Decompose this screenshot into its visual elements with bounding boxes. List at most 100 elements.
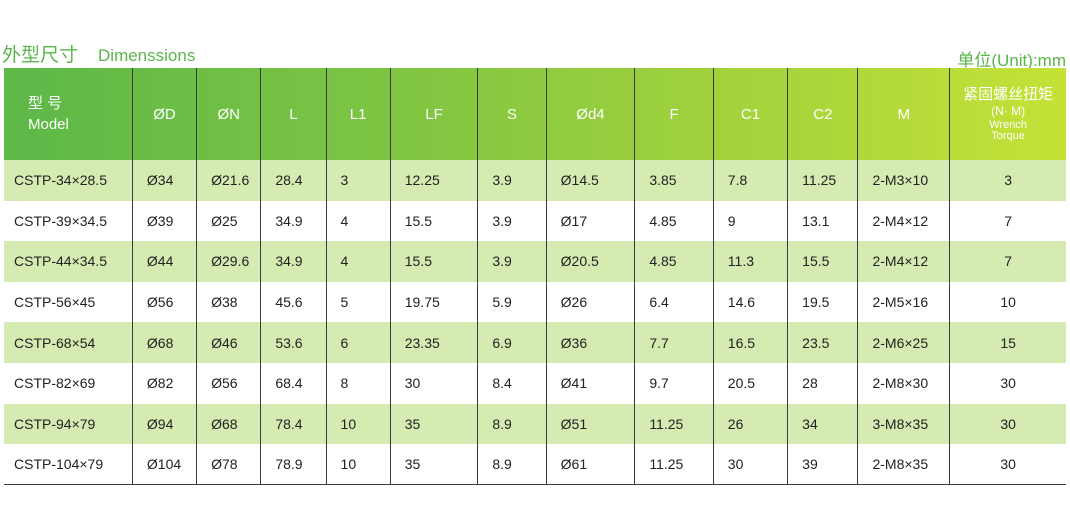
cell-d4: Ø41 [546, 362, 636, 404]
cell-f: 7.7 [634, 322, 714, 363]
header-s: S [477, 68, 547, 160]
cell-lf: 19.75 [390, 281, 479, 323]
cell-s: 8.9 [477, 403, 547, 445]
unit-label: 单位(Unit):mm [957, 51, 1066, 70]
header-c1: C1 [713, 68, 789, 160]
header-model-cn: 型 号 [28, 95, 63, 112]
table-row: CSTP-34×28.5 Ø34 Ø21.6 28.4 3 12.25 3.9 … [4, 160, 1066, 201]
cell-torque: 10 [949, 281, 1066, 323]
cell-d: Ø82 [132, 362, 198, 404]
cell-n: Ø78 [196, 444, 262, 486]
cell-s: 8.4 [477, 362, 547, 404]
cell-l1: 8 [326, 362, 391, 404]
cell-c1: 14.6 [713, 281, 789, 323]
cell-l1: 6 [326, 322, 391, 363]
cell-f: 3.85 [634, 160, 714, 201]
cell-model: CSTP-44×34.5 [4, 241, 133, 282]
table-header-row: 型 号 Model ØD ØN L L1 LF S Ød4 F C1 C2 M 紧… [4, 68, 1066, 160]
table-row: CSTP-94×79 Ø94 Ø68 78.4 10 35 8.9 Ø51 11… [4, 403, 1066, 445]
cell-l: 68.4 [260, 362, 327, 404]
page-title: 外型尺寸 Dimenssions [2, 40, 195, 67]
cell-c1: 11.3 [713, 241, 789, 282]
cell-l: 53.6 [260, 322, 327, 363]
cell-n: Ø38 [196, 281, 262, 323]
table-row: CSTP-56×45 Ø56 Ø38 45.6 5 19.75 5.9 Ø26 … [4, 281, 1066, 323]
table-row: CSTP-82×69 Ø82 Ø56 68.4 8 30 8.4 Ø41 9.7… [4, 362, 1066, 404]
cell-d: Ø44 [132, 241, 198, 282]
cell-n: Ø21.6 [196, 160, 262, 201]
cell-d4: Ø14.5 [546, 160, 636, 201]
cell-l: 78.4 [260, 403, 327, 445]
cell-s: 3.9 [477, 160, 547, 201]
cell-c2: 39 [787, 444, 859, 486]
header-lf: LF [390, 68, 479, 160]
header-l1: L1 [326, 68, 391, 160]
cell-n: Ø46 [196, 322, 262, 363]
header-c2: C2 [787, 68, 859, 160]
table-row: CSTP-68×54 Ø68 Ø46 53.6 6 23.35 6.9 Ø36 … [4, 322, 1066, 363]
cell-d: Ø68 [132, 322, 198, 363]
cell-l: 45.6 [260, 281, 327, 323]
cell-l: 28.4 [260, 160, 327, 201]
cell-model: CSTP-56×45 [4, 281, 133, 323]
header-torque-cn: 紧固螺丝扭矩 [963, 86, 1054, 103]
cell-lf: 35 [390, 444, 479, 486]
cell-n: Ø68 [196, 403, 262, 445]
cell-c1: 9 [713, 200, 789, 242]
cell-c2: 19.5 [787, 281, 859, 323]
cell-torque: 30 [949, 362, 1066, 404]
cell-l1: 4 [326, 241, 391, 282]
cell-n: Ø25 [196, 200, 262, 242]
cell-c2: 23.5 [787, 322, 859, 363]
cell-n: Ø56 [196, 362, 262, 404]
header-torque-en-2: Torque [991, 130, 1025, 142]
cell-c1: 26 [713, 403, 789, 445]
cell-l: 34.9 [260, 200, 327, 242]
cell-s: 3.9 [477, 241, 547, 282]
title-en: Dimenssions [98, 46, 196, 65]
cell-s: 3.9 [477, 200, 547, 242]
table-row: CSTP-39×34.5 Ø39 Ø25 34.9 4 15.5 3.9 Ø17… [4, 200, 1066, 242]
cell-lf: 35 [390, 403, 479, 445]
header-torque: 紧固螺丝扭矩 (N· M) Wrench Torque [949, 68, 1066, 160]
header-n: ØN [196, 68, 262, 160]
cell-f: 9.7 [634, 362, 714, 404]
cell-f: 6.4 [634, 281, 714, 323]
cell-c2: 11.25 [787, 160, 859, 201]
title-cn: 外型尺寸 [2, 45, 79, 66]
cell-model: CSTP-94×79 [4, 403, 133, 445]
cell-m: 2-M4×12 [857, 241, 951, 282]
header-l: L [260, 68, 327, 160]
table-row: CSTP-44×34.5 Ø44 Ø29.6 34.9 4 15.5 3.9 Ø… [4, 241, 1066, 282]
cell-torque: 15 [949, 322, 1066, 363]
cell-c1: 20.5 [713, 362, 789, 404]
cell-l: 34.9 [260, 241, 327, 282]
header-d: ØD [132, 68, 198, 160]
table-body: CSTP-34×28.5 Ø34 Ø21.6 28.4 3 12.25 3.9 … [4, 160, 1066, 486]
cell-lf: 15.5 [390, 241, 479, 282]
cell-l: 78.9 [260, 444, 327, 486]
cell-d: Ø104 [132, 444, 198, 486]
cell-model: CSTP-104×79 [4, 444, 133, 486]
cell-d: Ø39 [132, 200, 198, 242]
cell-d: Ø34 [132, 160, 198, 201]
cell-c1: 16.5 [713, 322, 789, 363]
cell-m: 2-M4×12 [857, 200, 951, 242]
header-torque-unit: (N· M) [991, 104, 1026, 118]
cell-d4: Ø20.5 [546, 241, 636, 282]
cell-c2: 28 [787, 362, 859, 404]
cell-d4: Ø51 [546, 403, 636, 445]
cell-model: CSTP-68×54 [4, 322, 133, 363]
cell-lf: 23.35 [390, 322, 479, 363]
cell-c1: 30 [713, 444, 789, 486]
cell-m: 2-M8×35 [857, 444, 951, 486]
cell-torque: 30 [949, 444, 1066, 486]
cell-m: 2-M6×25 [857, 322, 951, 363]
cell-torque: 3 [949, 160, 1066, 201]
cell-s: 5.9 [477, 281, 547, 323]
cell-l1: 3 [326, 160, 391, 201]
header-torque-en-1: Wrench [989, 119, 1027, 131]
cell-c2: 34 [787, 403, 859, 445]
dimensions-table: 型 号 Model ØD ØN L L1 LF S Ød4 F C1 C2 M 紧… [4, 68, 1066, 486]
cell-model: CSTP-39×34.5 [4, 200, 133, 242]
